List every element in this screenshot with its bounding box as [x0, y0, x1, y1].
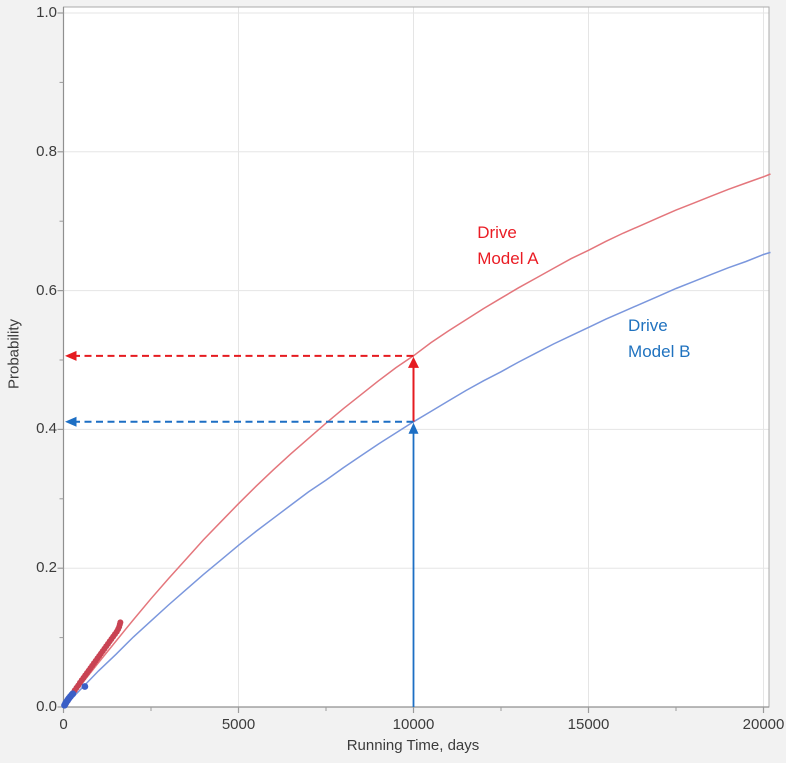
- series-label-model-b-line1: Drive: [628, 315, 668, 335]
- series-label-model-b: Drive Model B: [628, 313, 690, 365]
- x-tick-label: 10000: [392, 716, 435, 733]
- y-tick-label: 0.0: [36, 698, 57, 715]
- x-tick-label: 0: [59, 716, 68, 733]
- model-a-curve: [62, 173, 771, 708]
- model-a-failure-point: [117, 619, 124, 626]
- series-label-model-a-line1: Drive: [477, 222, 517, 242]
- x-axis-title: Running Time, days: [346, 737, 480, 754]
- model-b-up-arrowhead: [408, 422, 419, 434]
- plot-area: [63, 7, 769, 707]
- series-label-model-a-line2: Model A: [477, 248, 539, 268]
- x-tick-label: 15000: [567, 716, 610, 733]
- series-label-model-b-line2: Model B: [628, 341, 691, 361]
- y-tick-label: 1.0: [36, 4, 57, 21]
- x-tick-label: 20000: [742, 716, 785, 733]
- model-b-failure-point: [69, 690, 77, 698]
- model-a-up-arrowhead: [408, 356, 419, 368]
- y-tick-label: 0.6: [36, 281, 57, 299]
- model-b-failure-point: [81, 683, 89, 690]
- y-tick-label: 0.4: [36, 420, 57, 438]
- y-tick-label: 0.2: [36, 559, 57, 577]
- y-axis-title: Probability: [5, 318, 23, 390]
- model-b-left-arrowhead: [65, 416, 77, 427]
- model-a-left-arrowhead: [65, 350, 77, 361]
- y-tick-label: 0.8: [36, 142, 57, 160]
- model-b-curve: [62, 251, 771, 708]
- series-label-model-a: Drive Model A: [477, 220, 538, 272]
- x-tick-label: 5000: [221, 716, 256, 733]
